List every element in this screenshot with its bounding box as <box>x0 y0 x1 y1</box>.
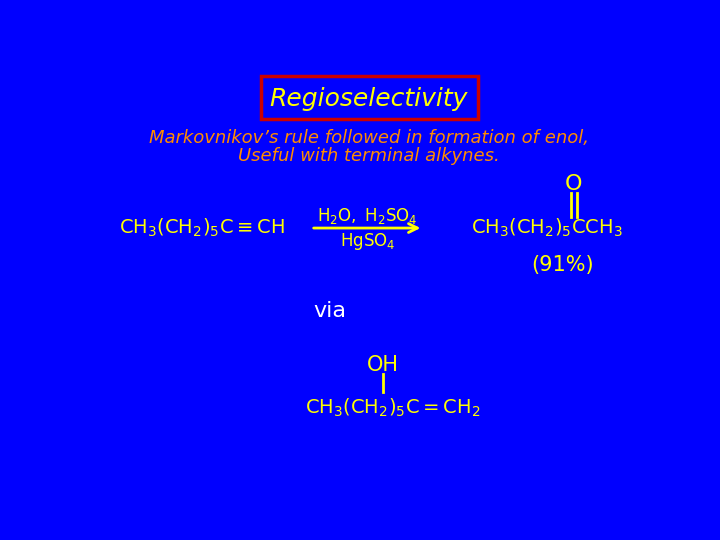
Text: OH: OH <box>367 355 399 375</box>
Text: $\mathsf{H_2O,\ H_2SO_4}$: $\mathsf{H_2O,\ H_2SO_4}$ <box>317 206 418 226</box>
Text: (91%): (91%) <box>531 255 594 275</box>
Text: via: via <box>314 301 347 321</box>
Text: Regioselectivity: Regioselectivity <box>270 87 468 111</box>
Text: O: O <box>565 174 582 194</box>
Text: $\mathsf{CH_3(CH_2)_5CCH_3}$: $\mathsf{CH_3(CH_2)_5CCH_3}$ <box>472 217 623 239</box>
Text: $\mathsf{HgSO_4}$: $\mathsf{HgSO_4}$ <box>340 232 395 252</box>
Text: $\mathsf{CH_3(CH_2)_5C{=}CH_2}$: $\mathsf{CH_3(CH_2)_5C{=}CH_2}$ <box>305 396 480 419</box>
Text: Markovnikov’s rule followed in formation of enol,: Markovnikov’s rule followed in formation… <box>149 129 589 147</box>
FancyBboxPatch shape <box>261 76 477 119</box>
Text: Useful with terminal alkynes.: Useful with terminal alkynes. <box>238 147 500 165</box>
Text: $\mathsf{CH_3(CH_2)_5C{\equiv}CH}$: $\mathsf{CH_3(CH_2)_5C{\equiv}CH}$ <box>120 217 285 239</box>
